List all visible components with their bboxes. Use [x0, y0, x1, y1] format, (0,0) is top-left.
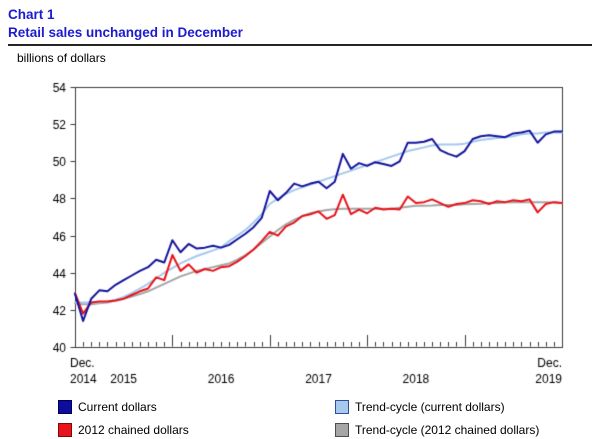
chart-header: Chart 1 Retail sales unchanged in Decemb…: [8, 6, 592, 42]
title-divider-rule: [8, 44, 592, 46]
chart-title: Retail sales unchanged in December: [8, 25, 243, 40]
y-axis-unit-label: billions of dollars: [17, 51, 106, 65]
chart-number-label: Chart 1: [8, 7, 55, 22]
